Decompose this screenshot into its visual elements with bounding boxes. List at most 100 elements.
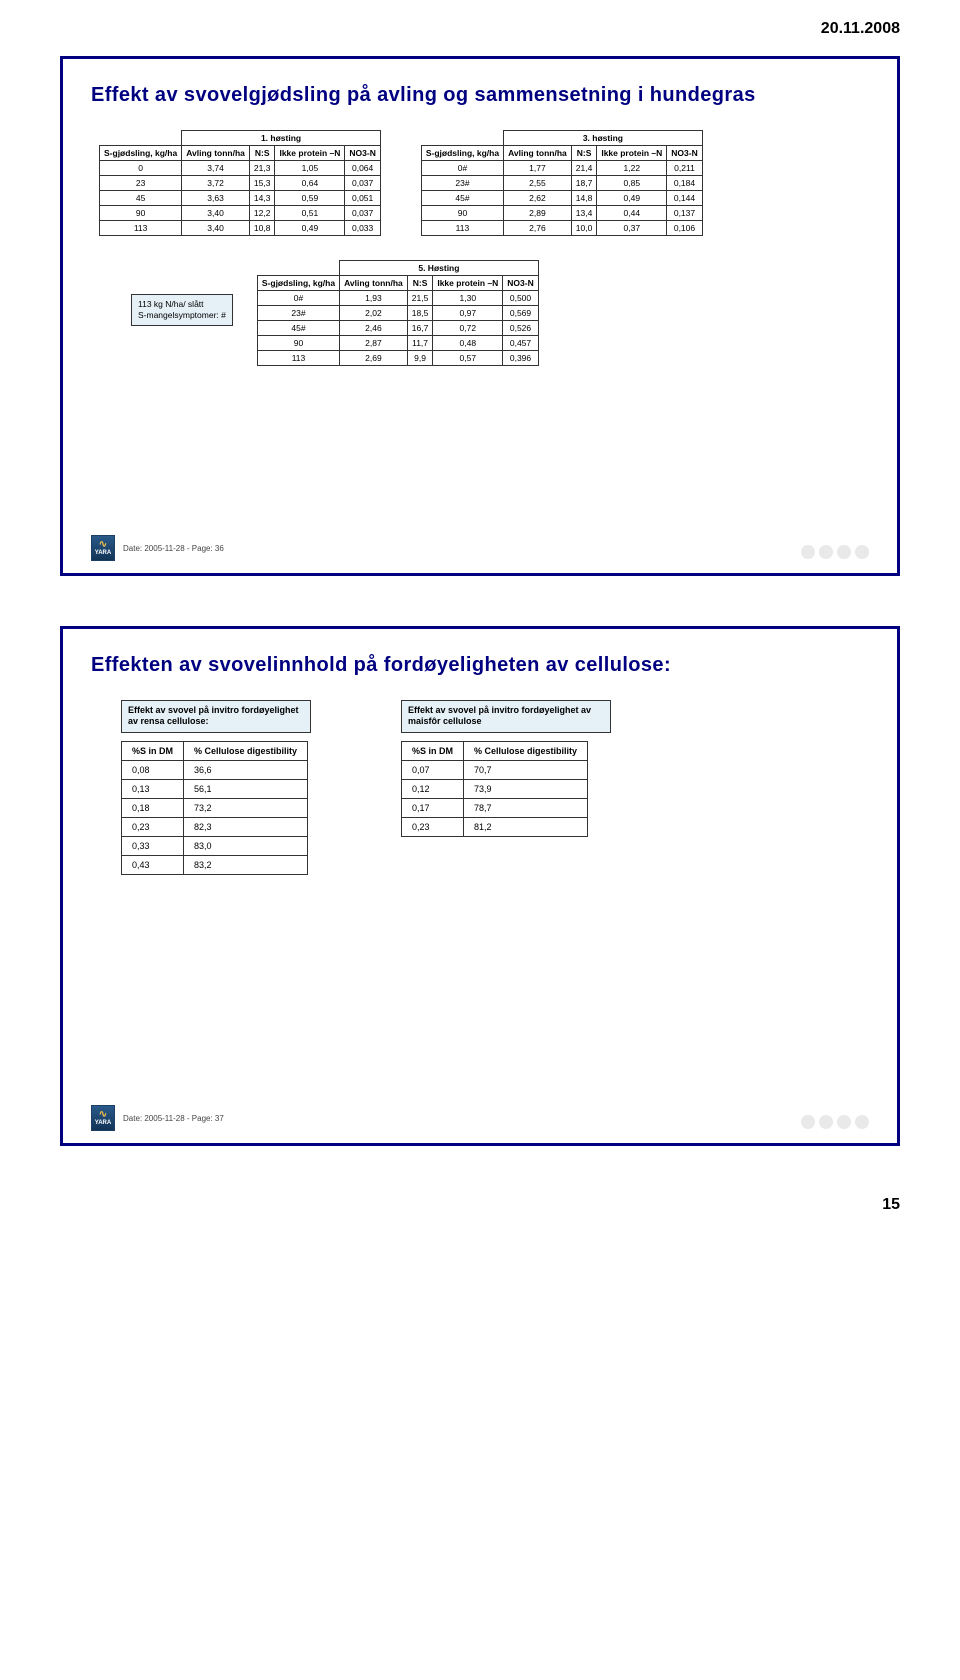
- cell: 0: [100, 161, 182, 176]
- cell: 56,1: [184, 779, 308, 798]
- th: Ikke protein –N: [433, 276, 503, 291]
- left-block: Effekt av svovel på invitro fordøyelighe…: [121, 700, 311, 875]
- cell: 0,97: [433, 306, 503, 321]
- cell: 73,2: [184, 798, 308, 817]
- cell: 0,48: [433, 336, 503, 351]
- cell: 0,44: [597, 206, 667, 221]
- table-row: 0,3383,0: [122, 836, 308, 855]
- ship-icon: ∿: [99, 1110, 107, 1120]
- dot-icon: [801, 1115, 815, 1129]
- table-row: 0#1,9321,51,300,500: [257, 291, 538, 306]
- cell: 21,5: [407, 291, 433, 306]
- cell: 0,08: [122, 760, 184, 779]
- cell: 78,7: [464, 798, 588, 817]
- table-row: 902,8913,40,440,137: [421, 206, 702, 221]
- table-row: 45#2,6214,80,490,144: [421, 191, 702, 206]
- table-body: 03,7421,31,050,064233,7215,30,640,037453…: [100, 161, 381, 236]
- cell: 90: [257, 336, 339, 351]
- yara-logo: ∿ YARA: [91, 535, 115, 561]
- cell: 23#: [421, 176, 503, 191]
- cell: 21,3: [249, 161, 275, 176]
- cell: 3,40: [182, 221, 250, 236]
- cell: 0,51: [275, 206, 345, 221]
- cell: 13,4: [571, 206, 597, 221]
- cell: 12,2: [249, 206, 275, 221]
- th: % Cellulose digestibility: [464, 741, 588, 760]
- th: N:S: [407, 276, 433, 291]
- table-row: 45#2,4616,70,720,526: [257, 321, 538, 336]
- table-row: 0,2381,2: [402, 817, 588, 836]
- cell: 0,137: [667, 206, 702, 221]
- table-row: 0,1356,1: [122, 779, 308, 798]
- note-line-1: 113 kg N/ha/ slått: [138, 299, 204, 309]
- cell: 2,55: [504, 176, 572, 191]
- logo-text: YARA: [95, 1120, 111, 1126]
- slide-dots: [801, 1115, 869, 1129]
- th: Avling tonn/ha: [182, 146, 250, 161]
- dot-icon: [855, 545, 869, 559]
- th: S-gjødsling, kg/ha: [100, 146, 182, 161]
- slide2-title: Effekten av svovelinnhold på fordøyeligh…: [91, 653, 869, 678]
- cell: 45#: [257, 321, 339, 336]
- cell: 113: [421, 221, 503, 236]
- cell: 0,500: [503, 291, 538, 306]
- cell: 0,144: [667, 191, 702, 206]
- cell: 0#: [421, 161, 503, 176]
- right-block: Effekt av svovel på invitro fordøyelighe…: [401, 700, 611, 875]
- cell: 70,7: [464, 760, 588, 779]
- th: Ikke protein –N: [275, 146, 345, 161]
- dot-icon: [837, 1115, 851, 1129]
- cell: 21,4: [571, 161, 597, 176]
- footer-text: Date: 2005-11-28 - Page: 37: [123, 1114, 224, 1123]
- cell: 0,051: [345, 191, 380, 206]
- cell: 0,59: [275, 191, 345, 206]
- table-body: 0,0836,60,1356,10,1873,20,2382,30,3383,0…: [122, 760, 308, 874]
- cell: 113: [257, 351, 339, 366]
- cell: 0#: [257, 291, 339, 306]
- cell: 0,43: [122, 855, 184, 874]
- table-body: 0#1,7721,41,220,21123#2,5518,70,850,1844…: [421, 161, 702, 236]
- cell: 2,62: [504, 191, 572, 206]
- table-row: 0,1273,9: [402, 779, 588, 798]
- cell: 0,037: [345, 206, 380, 221]
- th: Avling tonn/ha: [340, 276, 408, 291]
- cell: 0,23: [122, 817, 184, 836]
- cell: 18,5: [407, 306, 433, 321]
- cell: 83,0: [184, 836, 308, 855]
- yara-logo: ∿ YARA: [91, 1105, 115, 1131]
- right-table: %S in DM % Cellulose digestibility 0,077…: [401, 741, 588, 837]
- cell: 90: [421, 206, 503, 221]
- cell: 0,64: [275, 176, 345, 191]
- cell: 81,2: [464, 817, 588, 836]
- table-row: 0,2382,3: [122, 817, 308, 836]
- cell: 14,3: [249, 191, 275, 206]
- th: S-gjødsling, kg/ha: [421, 146, 503, 161]
- slide-1: Effekt av svovelgjødsling på avling og s…: [60, 56, 900, 576]
- cell: 14,8: [571, 191, 597, 206]
- table-row: 0,4383,2: [122, 855, 308, 874]
- table-row: 23#2,5518,70,850,184: [421, 176, 702, 191]
- hosting-label: 5. Høsting: [340, 261, 539, 276]
- cell: 10,8: [249, 221, 275, 236]
- cell: 0,396: [503, 351, 538, 366]
- th: NO3-N: [345, 146, 380, 161]
- cell: 2,89: [504, 206, 572, 221]
- cell: 1,30: [433, 291, 503, 306]
- cell: 0,037: [345, 176, 380, 191]
- cell: 113: [100, 221, 182, 236]
- cell: 15,3: [249, 176, 275, 191]
- footer-text: Date: 2005-11-28 - Page: 36: [123, 544, 224, 553]
- cell: 0,064: [345, 161, 380, 176]
- cell: 11,7: [407, 336, 433, 351]
- cell: 0,85: [597, 176, 667, 191]
- cell: 45: [100, 191, 182, 206]
- cell: 45#: [421, 191, 503, 206]
- table-row: 1132,7610,00,370,106: [421, 221, 702, 236]
- cell: 0,033: [345, 221, 380, 236]
- cell: 0,211: [667, 161, 702, 176]
- cell: 23#: [257, 306, 339, 321]
- table-hosting-5: 5. Høsting S-gjødsling, kg/ha Avling ton…: [257, 260, 539, 366]
- cell: 83,2: [184, 855, 308, 874]
- cell: 18,7: [571, 176, 597, 191]
- dot-icon: [801, 545, 815, 559]
